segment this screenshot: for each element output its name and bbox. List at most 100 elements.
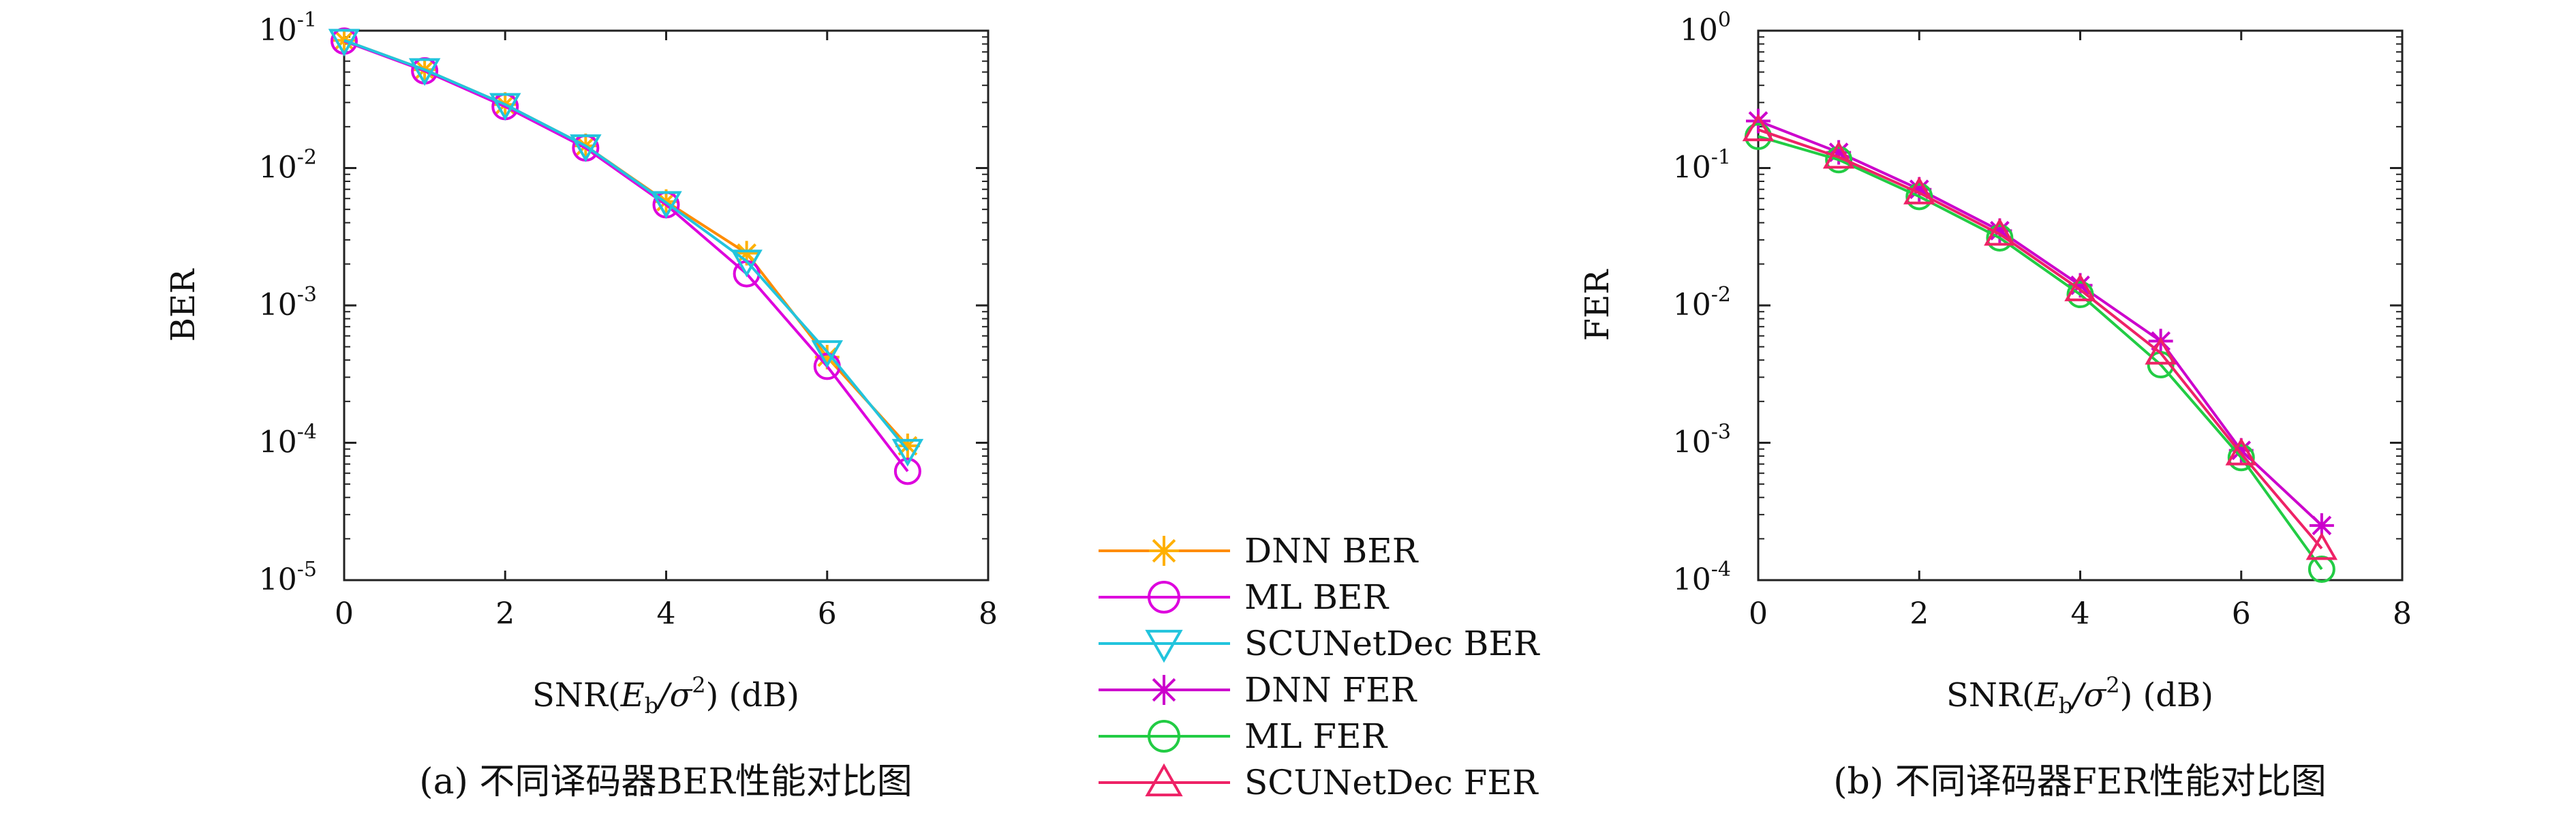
x-axis-label-a-mid: /σ xyxy=(656,676,692,714)
y-tick-exp-b--2: -2 xyxy=(1711,283,1731,307)
caption-b: (b) 不同译码器FER性能对比图 xyxy=(1833,761,2327,802)
y-tick-base-a--4: 10 xyxy=(259,425,297,460)
series-line-dnn-ber xyxy=(343,39,909,447)
point-scunetdec-fer-5 xyxy=(2145,337,2177,365)
panel-a-ber: 0 2 4 6 810-510-410-310-210-1 BER SNR(Eb/σ2)… xyxy=(164,8,998,802)
y-tick-base-b--3: 10 xyxy=(1673,425,1711,460)
point-scunetdec-fer-1 xyxy=(1822,140,1855,169)
point-scunetdec-ber-4 xyxy=(650,191,682,220)
x-axis-label-a: SNR(Eb/σ2) (dB) xyxy=(532,672,799,719)
x-tick-label-a-6: 6 xyxy=(818,596,837,631)
plot-frame-a xyxy=(343,29,990,581)
x-axis-label-a-pre: SNR( xyxy=(532,676,621,714)
y-tick-exp-b--4: -4 xyxy=(1711,558,1731,581)
y-tick-label-a--4: 10-4 xyxy=(259,421,317,460)
point-scunetdec-ber-0 xyxy=(328,29,361,57)
y-tick-base-b--4: 10 xyxy=(1673,562,1711,597)
point-scunetdec-fer-3 xyxy=(1984,217,2016,246)
legend-label-dnn-ber: DNN BER xyxy=(1244,531,1419,571)
legend-label-dnn-fer: DNN FER xyxy=(1244,670,1417,710)
x-tick-label-b-4: 4 xyxy=(2071,596,2090,631)
y-tick-label-a--5: 10-5 xyxy=(259,558,317,597)
x-axis-label-a-post: ) (dB) xyxy=(706,676,799,714)
point-dnn-fer-7 xyxy=(2309,513,2334,538)
legend-label-scunetdec-ber: SCUNetDec BER xyxy=(1244,624,1540,663)
x-axis-label-b-mid: /σ xyxy=(2070,676,2106,714)
point-dnn-ber-7 xyxy=(895,433,920,458)
x-tick-label-a-4: 4 xyxy=(657,596,676,631)
legend-marker-scunetdec-ber xyxy=(1145,629,1183,663)
y-tick-exp-b-0: 0 xyxy=(1718,8,1731,32)
x-axis-label-b-sup: 2 xyxy=(2106,672,2119,698)
y-axis-label-a: BER xyxy=(164,268,202,342)
x-axis-label-b-pre: SNR( xyxy=(1946,676,2035,714)
series-line-scunetdec-fer xyxy=(1758,128,2323,549)
y-tick-label-b-0: 100 xyxy=(1680,8,1731,48)
y-tick-exp-b--3: -3 xyxy=(1711,421,1731,444)
series-line-ml-ber xyxy=(343,40,909,472)
plot-frame-b xyxy=(1757,29,2404,581)
x-axis-label-b-sub: b xyxy=(2059,693,2072,719)
y-tick-base-b-0: 10 xyxy=(1680,13,1718,48)
point-scunetdec-ber-2 xyxy=(489,93,521,121)
x-axis-label-b: SNR(Eb/σ2) (dB) xyxy=(1946,672,2213,719)
point-ml-fer-4 xyxy=(2066,281,2094,309)
x-tick-label-b-2: 2 xyxy=(1910,596,1929,631)
x-axis-label-a-sup: 2 xyxy=(692,672,705,698)
axis-ticks-a: 0 2 4 6 810-510-410-310-210-1 xyxy=(259,8,998,631)
y-tick-base-b--1: 10 xyxy=(1673,151,1711,185)
point-scunetdec-ber-5 xyxy=(731,250,763,277)
point-ml-fer-2 xyxy=(1905,183,1933,211)
y-tick-exp-b--1: -1 xyxy=(1711,146,1731,170)
y-tick-label-b--3: 10-3 xyxy=(1673,421,1731,460)
y-tick-exp-a--2: -2 xyxy=(297,146,317,170)
point-ml-fer-6 xyxy=(2227,444,2255,472)
y-tick-label-b--4: 10-4 xyxy=(1673,558,1731,597)
legend-marker-dnn-ber xyxy=(1149,536,1179,566)
legend-marker-ml-fer xyxy=(1148,720,1180,753)
caption-a: (a) 不同译码器BER性能对比图 xyxy=(419,761,912,802)
x-axis-label-a-sub: b xyxy=(645,693,658,719)
y-tick-base-a--1: 10 xyxy=(259,13,297,48)
point-scunetdec-fer-6 xyxy=(2225,437,2257,466)
x-axis-label-b-post: ) (dB) xyxy=(2120,676,2213,714)
y-tick-exp-a--1: -1 xyxy=(297,8,317,32)
y-tick-base-a--2: 10 xyxy=(259,151,297,185)
x-axis-label-b-e: E xyxy=(2034,676,2059,714)
legend-label-scunetdec-fer: SCUNetDec FER xyxy=(1244,763,1539,802)
point-scunetdec-ber-1 xyxy=(408,58,441,87)
y-tick-base-b--2: 10 xyxy=(1673,288,1711,322)
x-tick-label-b-6: 6 xyxy=(2232,596,2251,631)
series-group-b xyxy=(1742,108,2338,584)
legend-marker-dnn-fer xyxy=(1149,675,1179,705)
point-scunetdec-fer-7 xyxy=(2305,532,2338,560)
y-tick-exp-a--5: -5 xyxy=(297,558,317,581)
y-tick-label-b--2: 10-2 xyxy=(1673,283,1731,322)
y-tick-label-a--3: 10-3 xyxy=(259,283,317,322)
legend-label-ml-fer: ML FER xyxy=(1244,716,1387,756)
legend-label-ml-ber: ML BER xyxy=(1244,577,1390,617)
legend: DNN BER ML BER SCUNetDec BER DNN FER ML FER S… xyxy=(1094,525,1612,811)
y-tick-base-a--3: 10 xyxy=(259,288,297,322)
y-tick-base-a--5: 10 xyxy=(259,562,297,597)
point-ml-fer-1 xyxy=(1825,146,1853,174)
x-tick-label-b-0: 0 xyxy=(1749,596,1768,631)
legend-marker-ml-ber xyxy=(1148,581,1180,614)
y-tick-label-b--1: 10-1 xyxy=(1673,146,1731,185)
point-scunetdec-fer-0 xyxy=(1742,113,1775,142)
point-scunetdec-fer-4 xyxy=(2064,273,2096,301)
x-tick-label-b-8: 8 xyxy=(2393,596,2412,631)
legend-background xyxy=(1094,525,1612,811)
point-scunetdec-ber-3 xyxy=(570,134,602,162)
series-line-scunetdec-ber xyxy=(343,39,909,451)
point-ml-fer-3 xyxy=(1986,224,2014,252)
y-tick-label-a--2: 10-2 xyxy=(259,146,317,185)
point-scunetdec-ber-7 xyxy=(891,438,924,467)
y-tick-exp-a--4: -4 xyxy=(297,421,317,444)
y-axis-label-b: FER xyxy=(1578,269,1616,341)
y-tick-exp-a--3: -3 xyxy=(297,283,317,307)
